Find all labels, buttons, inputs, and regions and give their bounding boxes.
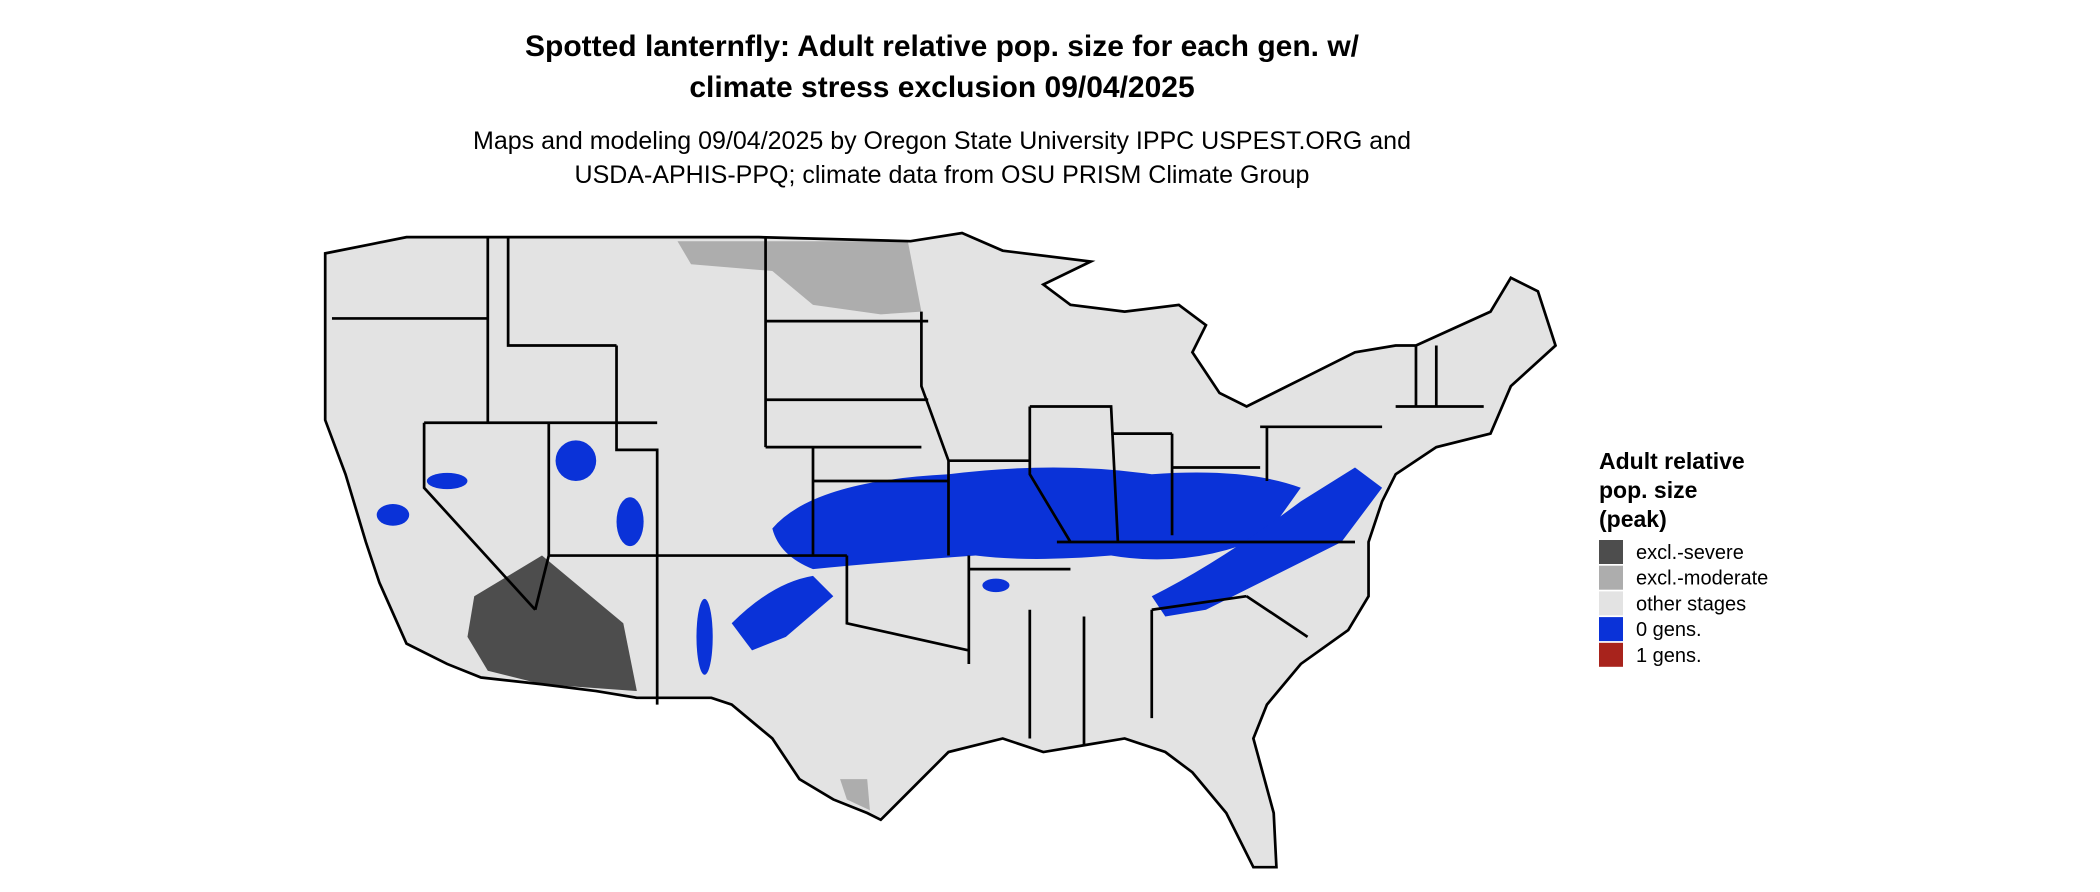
gens-area (731, 575, 834, 651)
gens-area (772, 467, 1301, 570)
legend-title-line: (peak) (1599, 506, 1667, 532)
legend-label: 0 gens. (1636, 619, 1702, 641)
gens-area (616, 497, 644, 547)
subtitle-line: Maps and modeling 09/04/2025 by Oregon S… (473, 127, 1411, 155)
title-line: Spotted lanternfly: Adult relative pop. … (525, 30, 1360, 63)
severe-area (467, 555, 637, 692)
legend-swatch (1599, 642, 1623, 667)
legend-label: 1 gens. (1636, 645, 1702, 667)
title-line: climate stress exclusion 09/04/2025 (689, 71, 1194, 104)
moderate-area (677, 241, 922, 315)
gens-area (426, 472, 468, 490)
legend-swatch (1599, 617, 1623, 642)
legend-swatch (1599, 540, 1623, 564)
legend-swatch (1599, 591, 1623, 616)
gens-area (982, 578, 1010, 593)
gens-area (376, 504, 410, 526)
legend: excl.-severe excl.-moderate other stages 0 … (1599, 540, 1768, 667)
map-fill (325, 233, 1556, 868)
gens-area (555, 440, 597, 482)
legend-label: other stages (1636, 593, 1746, 615)
legend-title-line: Adult relative (1599, 448, 1745, 474)
moderate-area (840, 779, 870, 811)
legend-title-line: pop. size (1599, 477, 1697, 503)
subtitle-line: USDA-APHIS-PPQ; climate data from OSU PR… (575, 161, 1310, 189)
legend-label: excl.-severe (1636, 542, 1744, 564)
state-borders (331, 237, 1484, 746)
legend-label: excl.-moderate (1636, 568, 1768, 590)
us-map (323, 231, 1557, 869)
gens-area (696, 598, 713, 675)
legend-swatch (1599, 565, 1623, 590)
